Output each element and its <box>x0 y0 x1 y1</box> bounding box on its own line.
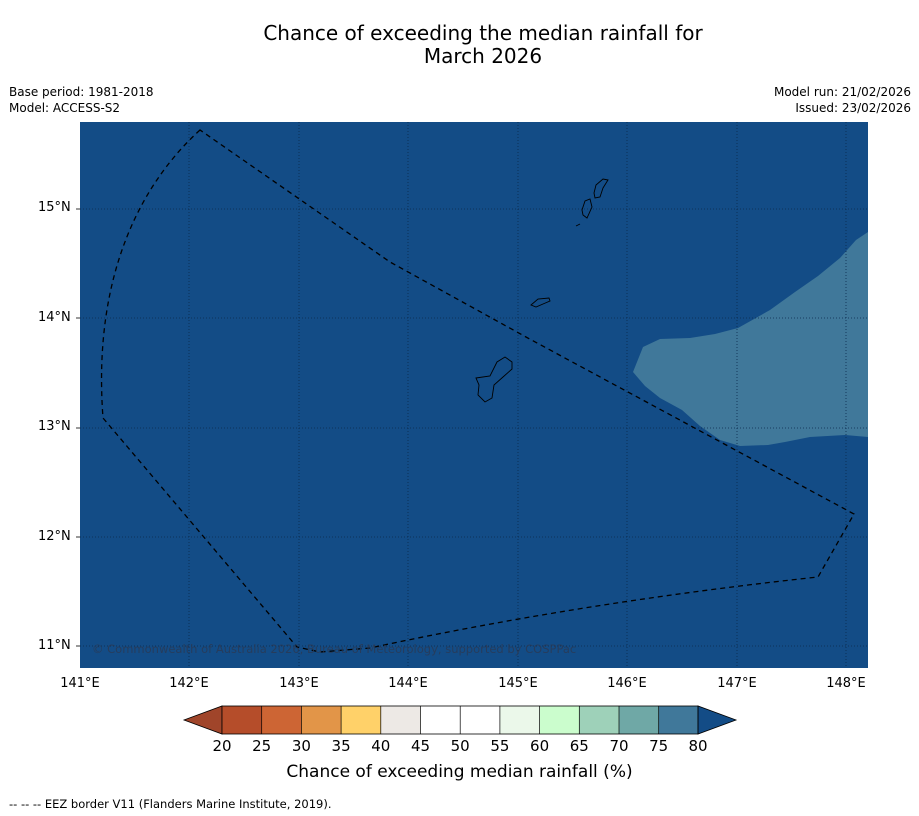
base-period: Base period: 1981-2018 <box>9 85 154 99</box>
colorbar-segment-25-30 <box>261 706 302 734</box>
colorbar-segment-30-35 <box>301 706 342 734</box>
colorbar-tick-25: 25 <box>252 737 272 755</box>
lat-label-11n: 11°N <box>38 638 71 653</box>
colorbar-tick-35: 35 <box>331 737 351 755</box>
lon-label-144e: 144°E <box>388 676 428 691</box>
title-line-1: Chance of exceeding the median rainfall … <box>263 21 703 45</box>
island-guam <box>475 356 513 403</box>
colorbar-segment-40-45 <box>380 706 421 734</box>
lon-label-142e: 142°E <box>169 676 209 691</box>
metadata-left: Base period: 1981-2018 Model: ACCESS-S2 <box>9 84 154 116</box>
colorbar-segment-20-25 <box>222 706 262 734</box>
island-rota <box>530 297 551 308</box>
islands <box>475 178 609 403</box>
colorbar-segment-75-80 <box>658 706 698 734</box>
colorbar-max-extension <box>697 705 738 735</box>
colorbar-tick-80: 80 <box>688 737 708 755</box>
lon-label-143e: 143°E <box>279 676 319 691</box>
lon-label-145e: 145°E <box>498 676 538 691</box>
colorbar-label: Chance of exceeding median rainfall (%) <box>286 762 633 782</box>
colorbar-segment-60-65 <box>539 706 580 734</box>
lon-label-141e: 141°E <box>60 676 100 691</box>
lon-label-146e: 146°E <box>607 676 647 691</box>
colorbar-tick-55: 55 <box>490 737 510 755</box>
colorbar-tick-70: 70 <box>609 737 629 755</box>
colorbar-segment-65-70 <box>579 706 619 734</box>
island-saipan <box>593 178 609 199</box>
copyright-notice: © Commonwealth of Australia 2026, Bureau… <box>92 642 577 656</box>
colorbar-segment-50-55 <box>460 706 500 734</box>
colorbar-tick-30: 30 <box>291 737 311 755</box>
colorbar-tick-20: 20 <box>212 737 232 755</box>
colorbar-segment-70-75 <box>619 706 659 734</box>
eez-border <box>100 129 855 653</box>
lon-label-148e: 148°E <box>826 676 866 691</box>
eez-footnote: -- -- -- EEZ border V11 (Flanders Marine… <box>9 797 332 811</box>
title-line-2: March 2026 <box>423 44 543 68</box>
lat-label-12n: 12°N <box>38 529 71 544</box>
model-run: Model run: 21/02/2026 <box>773 85 911 99</box>
colorbar-tick-50: 50 <box>450 737 470 755</box>
colorbar-min-extension <box>182 705 223 735</box>
lat-label-13n: 13°N <box>38 419 71 434</box>
metadata-right: Model run: 21/02/2026 Issued: 23/02/2026 <box>774 84 911 116</box>
lat-label-15n: 15°N <box>38 200 71 215</box>
issued-date: Issued: 23/02/2026 <box>795 101 911 115</box>
colorbar-tick-45: 45 <box>410 737 431 755</box>
gridlines <box>80 122 868 668</box>
colorbar-outline <box>221 705 699 735</box>
lon-label-147e: 147°E <box>717 676 757 691</box>
probability-70-75-region <box>633 232 868 446</box>
colorbar-segment-55-60 <box>499 706 540 734</box>
island-aguijan <box>575 223 581 227</box>
colorbar-tick-65: 65 <box>569 737 589 755</box>
lat-label-14n: 14°N <box>38 310 71 325</box>
map-title: Chance of exceeding the median rainfall … <box>0 22 919 68</box>
colorbar-dividers <box>261 706 660 734</box>
colorbar-tick-40: 40 <box>371 737 391 755</box>
island-tinian <box>581 198 593 219</box>
axis-ticks <box>76 208 80 647</box>
colorbar-tick-75: 75 <box>649 737 669 755</box>
colorbar-segment-35-40 <box>341 706 381 734</box>
colorbar-tick-60: 60 <box>530 737 550 755</box>
colorbar-segment-45-50 <box>420 706 461 734</box>
model-name: Model: ACCESS-S2 <box>9 101 121 115</box>
